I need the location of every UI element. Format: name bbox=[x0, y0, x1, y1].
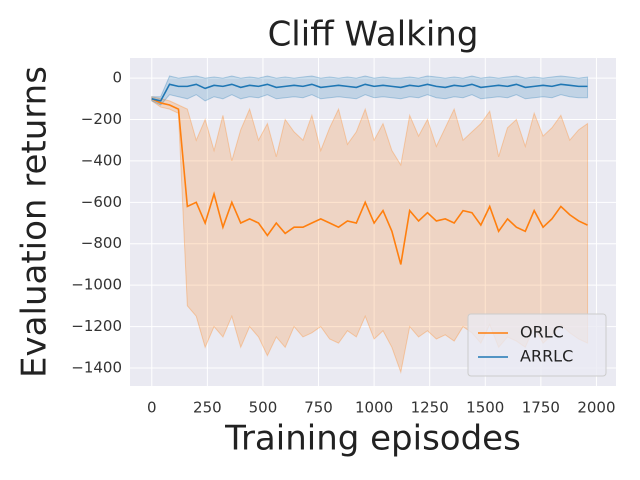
x-tick-label: 250 bbox=[193, 399, 222, 417]
series-line bbox=[151, 98, 588, 265]
y-axis-label: Evaluation returns bbox=[15, 66, 55, 378]
x-tick-label: 2000 bbox=[577, 399, 615, 417]
chart-title: Cliff Walking bbox=[268, 15, 479, 55]
legend-box bbox=[467, 313, 607, 377]
y-tick-label: 0 bbox=[112, 69, 122, 87]
y-tick-label: −1000 bbox=[71, 276, 122, 294]
x-axis-label: Training episodes bbox=[224, 419, 521, 459]
x-tick-label: 0 bbox=[147, 399, 157, 417]
x-tick-label: 1500 bbox=[466, 399, 504, 417]
y-tick-label: −200 bbox=[81, 110, 122, 128]
x-tick-label: 750 bbox=[304, 399, 333, 417]
legend: ORLC ARRLC bbox=[467, 313, 607, 377]
y-tick-label: −1200 bbox=[71, 317, 122, 335]
confidence-band bbox=[151, 75, 589, 106]
y-tick-label: −800 bbox=[81, 234, 122, 252]
x-tick-label: 1250 bbox=[411, 399, 449, 417]
series-line bbox=[151, 83, 588, 102]
y-tick-label: −400 bbox=[81, 151, 122, 169]
x-tick-label: 500 bbox=[249, 399, 278, 417]
legend-label: ARRLC bbox=[520, 347, 573, 366]
y-tick-label: −1400 bbox=[71, 358, 122, 376]
x-tick-label: 1750 bbox=[522, 399, 560, 417]
legend-label: ORLC bbox=[520, 323, 564, 342]
x-tick-label: 1000 bbox=[355, 399, 393, 417]
y-tick-label: −600 bbox=[81, 193, 122, 211]
